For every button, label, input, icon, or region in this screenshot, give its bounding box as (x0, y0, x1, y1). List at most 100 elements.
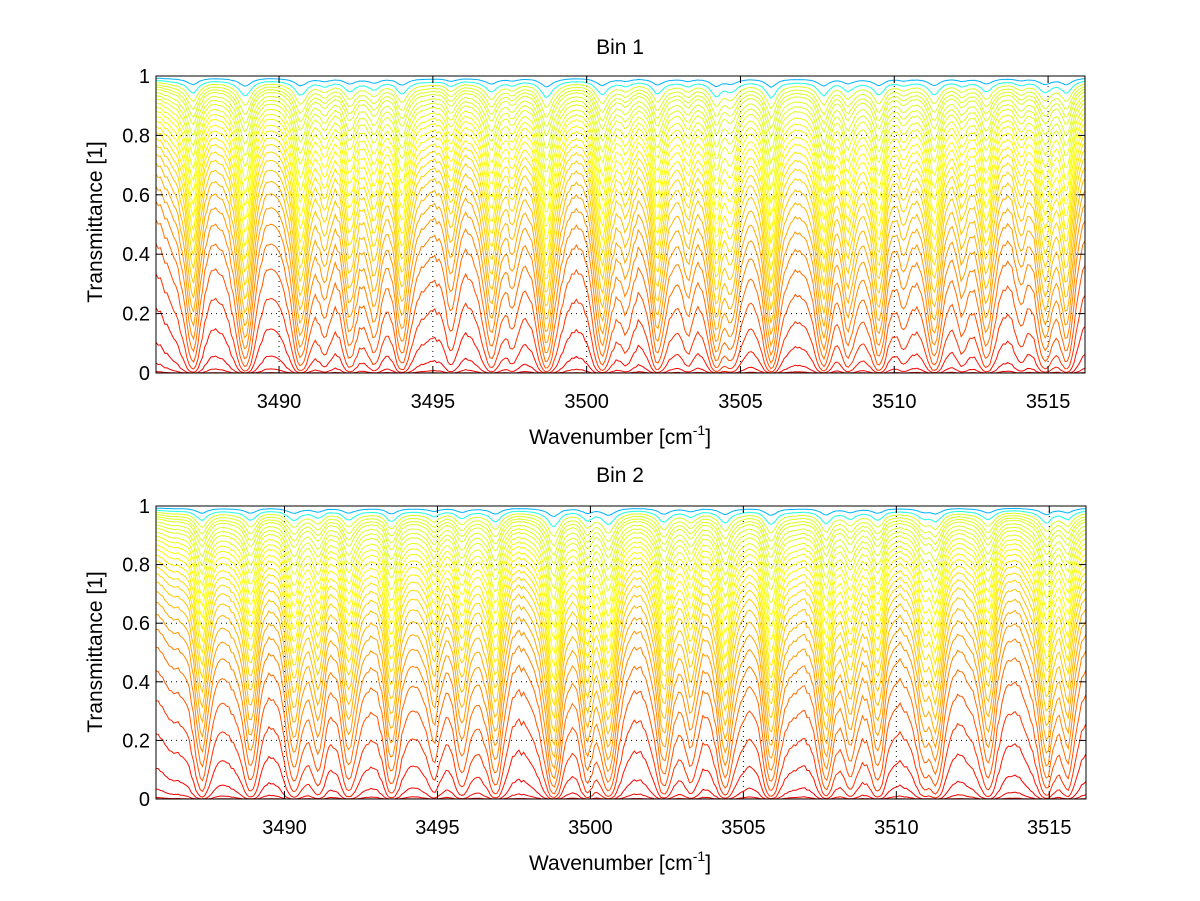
y-axis-label: Transmittance [1] (84, 141, 107, 302)
transmittance-curve (155, 512, 1087, 538)
x-axis-label-superscript: -1 (693, 848, 706, 864)
x-tick-label: 3515 (1027, 817, 1072, 839)
transmittance-curve (155, 110, 1086, 217)
y-tick-label: 0.2 (122, 730, 150, 752)
transmittance-curve (155, 733, 1087, 800)
transmittance-curve (155, 144, 1086, 297)
subplot-bin-1: Bin 1 3490 3495 3500 3505 3510 3515 0 0.2 0.4 0.… (84, 36, 1086, 449)
x-axis-label-end: ] (705, 852, 711, 875)
x-tick-label: 3505 (721, 817, 766, 839)
transmittance-curve (155, 601, 1087, 759)
transmittance-curve (156, 527, 1087, 601)
x-tick-label: 3510 (872, 391, 917, 413)
transmittance-curve (155, 591, 1087, 746)
transmittance-curve (155, 524, 1087, 590)
x-tick-label: 3500 (568, 817, 613, 839)
y-tick-label: 0.6 (122, 613, 150, 635)
y-tick-label: 0 (139, 363, 150, 385)
transmittance-curve (155, 88, 1086, 140)
y-tick-label: 0.8 (122, 555, 150, 577)
transmittance-curve (155, 82, 1086, 110)
transmittance-curve (155, 95, 1086, 166)
transmittance-curve (155, 106, 1086, 204)
transmittance-curve (155, 137, 1086, 284)
transmittance-curve (155, 86, 1086, 130)
curves (155, 507, 1087, 800)
transmittance-curve (155, 535, 1087, 628)
y-tick-label: 0.4 (122, 672, 150, 694)
transmittance-curve (155, 201, 1086, 357)
x-tick-label: 3515 (1026, 391, 1071, 413)
transmittance-curve (155, 91, 1086, 153)
y-axis-label: Transmittance [1] (84, 571, 107, 732)
x-tick-label: 3500 (564, 391, 609, 413)
x-axis-label-text: Wavenumber [cm (529, 426, 693, 449)
y-tick-label: 0.6 (122, 185, 150, 207)
transmittance-curve (155, 560, 1087, 694)
x-axis-label: Wavenumber [cm-1] (529, 848, 711, 875)
transmittance-curve (155, 80, 1086, 99)
x-ticks: 3490 3495 3500 3505 3510 3515 (257, 76, 1071, 413)
y-tick-label: 0 (139, 789, 150, 811)
transmittance-curve (155, 518, 1087, 565)
y-tick-label: 1 (139, 496, 150, 518)
transmittance-curve (155, 102, 1086, 191)
subplot-bin-2: Bin 2 3490 3495 3500 3505 3510 3515 0 0.2 0.4 0.… (84, 464, 1087, 875)
transmittance-curve (155, 646, 1087, 788)
x-tick-label: 3495 (415, 817, 460, 839)
transmittance-curve (155, 186, 1086, 348)
transmittance-curve (155, 120, 1086, 245)
transmittance-curve (156, 521, 1087, 578)
transmittance-curve (155, 573, 1087, 720)
x-ticks: 3490 3495 3500 3505 3510 3515 (262, 506, 1072, 839)
transmittance-curve (155, 219, 1086, 365)
y-tick-label: 1 (139, 66, 150, 88)
x-tick-label: 3490 (262, 817, 307, 839)
y-tick-label: 0.8 (122, 125, 150, 147)
transmittance-curve (156, 514, 1087, 547)
transmittance-curve (155, 670, 1087, 795)
x-axis-label-superscript: -1 (693, 422, 706, 438)
transmittance-curve (155, 163, 1086, 324)
x-tick-label: 3490 (257, 391, 302, 413)
curves (155, 77, 1086, 374)
transmittance-curve (155, 98, 1086, 176)
y-tick-label: 0.4 (122, 244, 150, 266)
transmittance-curve (155, 84, 1086, 120)
transmittance-curve (155, 125, 1086, 259)
transmittance-curve (155, 539, 1087, 641)
transmittance-curve (155, 531, 1087, 615)
transmittance-curve (155, 767, 1087, 800)
y-tick-label: 0.2 (122, 304, 150, 326)
transmittance-curve (156, 509, 1087, 528)
x-axis-label-text: Wavenumber [cm (529, 852, 693, 875)
x-axis-label: Wavenumber [cm-1] (529, 422, 711, 449)
transmittance-curve (155, 77, 1086, 88)
x-axis-label-end: ] (705, 426, 711, 449)
x-tick-label: 3495 (411, 391, 456, 413)
plot-frame (155, 75, 1086, 374)
y-ticks: 0 0.2 0.4 0.6 0.8 1 (122, 66, 1085, 385)
transmittance-curve (155, 173, 1086, 336)
chart-title: Bin 1 (596, 36, 644, 59)
transmittance-curve (155, 581, 1087, 733)
x-tick-label: 3505 (718, 391, 763, 413)
transmittance-curve (155, 243, 1086, 370)
transmittance-curve (155, 341, 1086, 374)
transmittance-curve (155, 307, 1086, 374)
transmittance-curve (155, 115, 1086, 231)
plot-frame (155, 505, 1087, 800)
transmittance-curve (155, 544, 1087, 655)
chart-title: Bin 2 (596, 464, 644, 487)
transmittance-curve (155, 628, 1087, 780)
transmittance-curve (155, 273, 1086, 373)
transmittance-curve (156, 507, 1087, 518)
y-ticks: 0 0.2 0.4 0.6 0.8 1 (122, 496, 1086, 811)
transmittance-curve (155, 549, 1087, 668)
transmittance-curve (155, 153, 1086, 311)
transmittance-curve (155, 131, 1086, 271)
transmittance-curve (155, 700, 1087, 799)
transmittance-curve (155, 516, 1087, 556)
transmittance-curve (155, 566, 1087, 707)
